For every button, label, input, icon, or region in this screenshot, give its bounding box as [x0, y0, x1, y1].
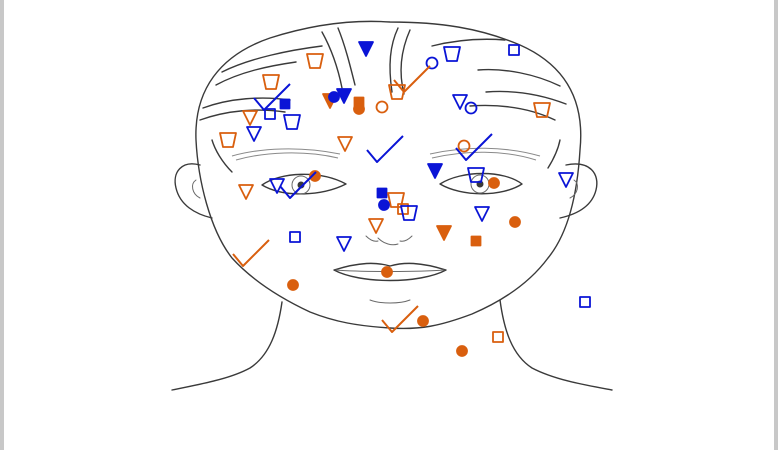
marker-orange-circle-33	[309, 170, 321, 182]
marker-orange-trapezoid-15	[219, 132, 237, 148]
marker-orange-circle-50	[381, 266, 393, 278]
marker-blue-square-11	[264, 108, 276, 120]
marker-blue-check-34	[279, 171, 317, 199]
marker-blue-triangle-down-18	[336, 88, 352, 104]
marker-orange-triangle-down-44	[368, 218, 384, 234]
marker-orange-square-46	[470, 235, 482, 247]
marker-blue-circle-17	[328, 91, 340, 103]
marker-orange-check-49	[232, 239, 270, 267]
marker-orange-trapezoid-2	[306, 53, 324, 69]
marker-blue-trapezoid-12	[283, 114, 301, 130]
marker-blue-triangle-down-29	[427, 163, 443, 179]
marker-blue-triangle-down-1	[358, 41, 374, 57]
marker-blue-triangle-down-48	[336, 236, 352, 252]
lips	[333, 262, 447, 282]
marker-blue-square-10	[279, 98, 291, 110]
nose	[377, 237, 399, 246]
marker-orange-circle-43	[509, 216, 521, 228]
marker-blue-square-37	[376, 187, 388, 199]
marker-orange-triangle-down-25	[337, 136, 353, 152]
marker-orange-trapezoid-24	[533, 102, 551, 118]
marker-orange-circle-28	[457, 139, 471, 153]
left-ear	[174, 163, 213, 219]
marker-blue-check-9	[253, 83, 291, 111]
marker-blue-triangle-down-22	[452, 94, 468, 110]
marker-blue-check-27	[455, 133, 493, 161]
right-ear	[559, 163, 598, 219]
marker-orange-circle-31	[488, 177, 500, 189]
marker-orange-circle-21	[375, 100, 389, 114]
marker-orange-circle-56	[456, 345, 468, 357]
marker-blue-square-4	[508, 44, 520, 56]
marker-blue-square-52	[579, 296, 591, 308]
marker-orange-triangle-down-36	[238, 184, 254, 200]
marker-blue-square-47	[289, 231, 301, 243]
marker-orange-triangle-down-45	[436, 225, 452, 241]
right-eyebrow	[429, 147, 541, 157]
marker-blue-trapezoid-30	[467, 167, 485, 183]
marker-orange-trapezoid-8	[262, 74, 280, 90]
neck-left	[171, 301, 283, 391]
marker-blue-triangle-down-32	[558, 172, 574, 188]
marker-orange-circle-20	[353, 103, 365, 115]
marker-orange-check-53	[381, 305, 419, 333]
marker-blue-trapezoid-41	[400, 205, 418, 221]
marker-blue-check-26	[366, 135, 404, 163]
marker-blue-trapezoid-3	[443, 46, 461, 62]
marker-orange-square-55	[492, 331, 504, 343]
marker-blue-circle-5	[425, 56, 439, 70]
marker-layer	[219, 41, 591, 357]
marker-orange-check-6	[393, 65, 431, 93]
marker-blue-triangle-down-42	[474, 206, 490, 222]
marker-orange-trapezoid-7	[388, 84, 406, 100]
left-eyebrow	[231, 148, 341, 157]
marker-blue-circle-23	[464, 101, 478, 115]
marker-orange-circle-51	[287, 279, 299, 291]
marker-orange-triangle-down-13	[242, 110, 258, 126]
right-eye	[439, 172, 523, 195]
head-outline	[195, 20, 582, 330]
marker-blue-triangle-down-35	[269, 178, 285, 194]
face-outline-drawing	[171, 20, 613, 391]
marker-blue-triangle-down-14	[246, 126, 262, 142]
marker-blue-circle-39	[378, 199, 390, 211]
marker-orange-circle-54	[417, 315, 429, 327]
neck-right	[499, 299, 613, 391]
